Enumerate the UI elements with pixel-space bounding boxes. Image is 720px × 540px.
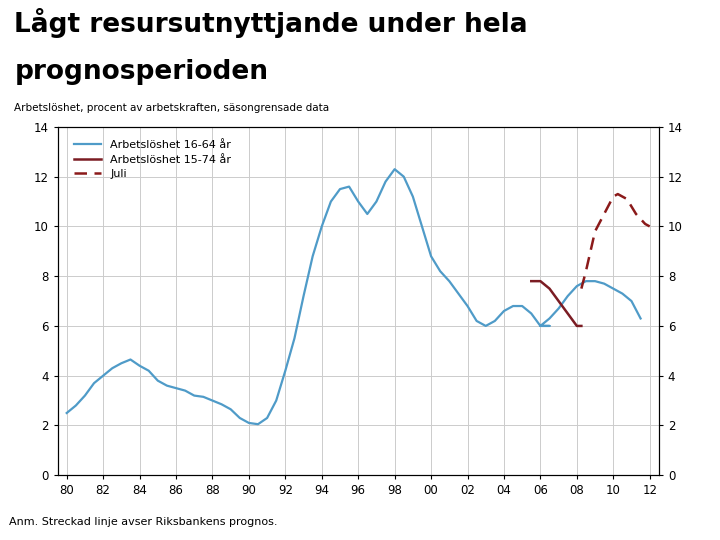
Text: Anm. Streckad linje avser Riksbankens prognos.: Anm. Streckad linje avser Riksbankens pr…	[9, 517, 277, 528]
Text: prognosperioden: prognosperioden	[14, 59, 269, 85]
Text: Lågt resursutnyttjande under hela: Lågt resursutnyttjande under hela	[14, 8, 528, 38]
Legend: Arbetslöshet 16-64 år, Arbetslöshet 15-74 år, Juli: Arbetslöshet 16-64 år, Arbetslöshet 15-7…	[69, 136, 235, 184]
Text: ⚙: ⚙	[631, 36, 654, 60]
Text: Källor: SCB och Riksbanken: Källor: SCB och Riksbanken	[529, 516, 711, 529]
Text: Arbetslöshet, procent av arbetskraften, säsongrensade data: Arbetslöshet, procent av arbetskraften, …	[14, 103, 330, 113]
Text: SVERIGES
RIKSBANK: SVERIGES RIKSBANK	[621, 80, 665, 100]
